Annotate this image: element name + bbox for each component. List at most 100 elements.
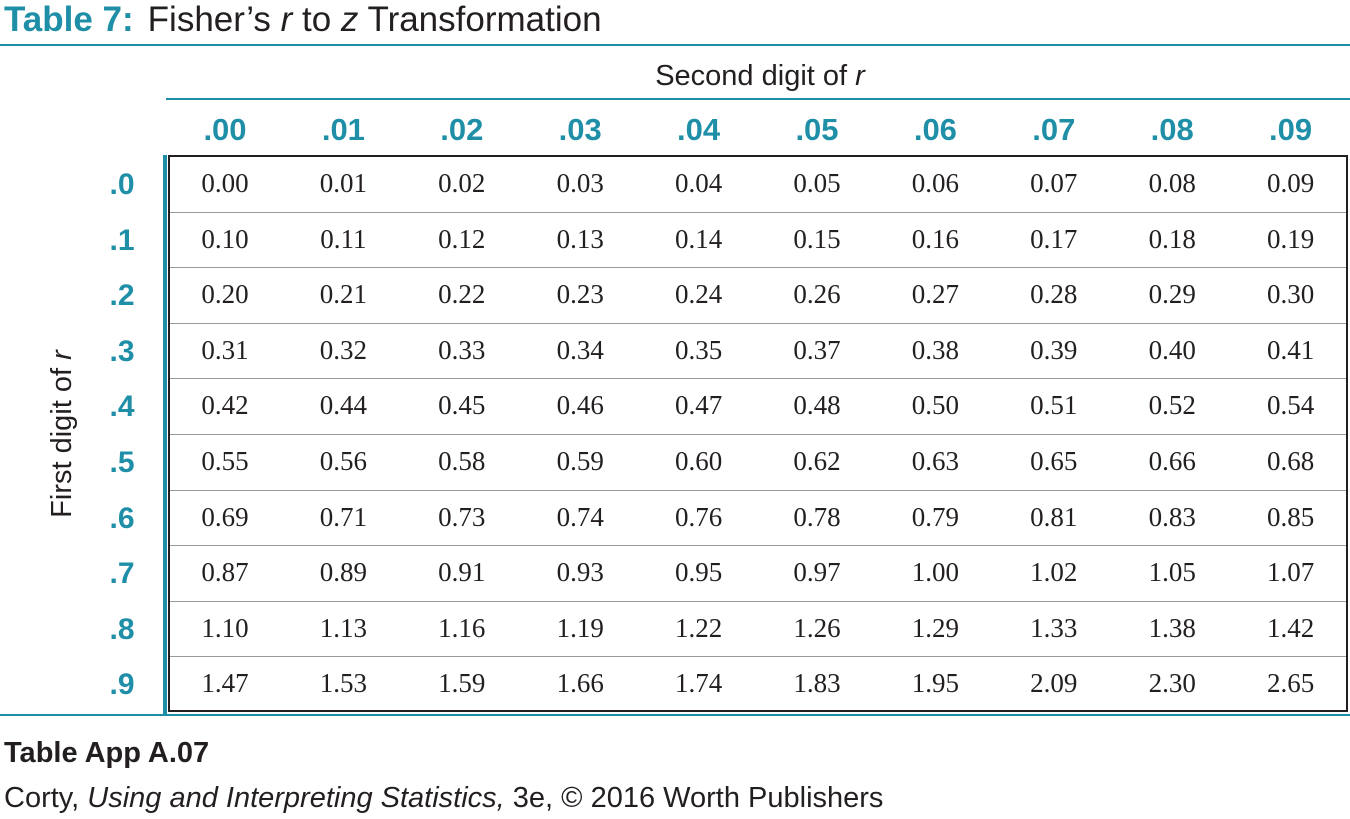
table-cell: 0.51: [1030, 390, 1078, 421]
row-divider: [170, 322, 1346, 324]
row-divider: [170, 378, 1346, 380]
table-cell: 0.58: [438, 446, 486, 476]
table-cell: 1.33: [1030, 612, 1078, 643]
row-divider: [170, 600, 1346, 602]
table-cell: 1.53: [319, 668, 368, 699]
table-title: Table 7: Fisher’s r to z Transformation: [4, 0, 602, 40]
column-header: .07: [1032, 112, 1076, 147]
row-divider: [170, 434, 1346, 435]
table-cell: 0.28: [1030, 279, 1078, 310]
table-cell: 0.29: [1148, 279, 1196, 310]
row-header: .1: [109, 223, 135, 257]
title-var-z: z: [340, 0, 359, 39]
table-cell: 1.74: [674, 668, 723, 699]
table-cell: 0.14: [674, 223, 723, 254]
column-header: .01: [321, 112, 365, 147]
table-cell: 0.71: [319, 501, 368, 532]
table-cell: 1.00: [911, 557, 960, 588]
row-header: .5: [109, 446, 135, 479]
table-cell: 0.04: [674, 168, 723, 198]
table-cell: 1.95: [911, 668, 960, 699]
table-cell: 1.66: [556, 668, 604, 699]
table-number: Table 7:: [4, 0, 134, 39]
table-cell: 0.11: [320, 223, 367, 254]
table-cell: 0.85: [1266, 501, 1315, 532]
table-cell: 0.08: [1148, 168, 1196, 198]
table-cell: 0.50: [911, 390, 960, 421]
table-cell: 0.33: [438, 334, 486, 365]
table-cell: 0.48: [793, 390, 841, 421]
table-cell: 0.97: [793, 557, 841, 588]
table-cell: 0.89: [319, 557, 368, 588]
column-header: .03: [558, 112, 602, 147]
column-group-label: Second digit of r: [655, 60, 865, 92]
table-cell: 1.42: [1266, 612, 1315, 643]
row-group-label: First digit of r: [46, 350, 78, 518]
title-var-r: r: [280, 0, 293, 39]
table-cell: 0.26: [793, 279, 841, 310]
table-cell: 0.22: [438, 279, 486, 310]
table-cell: 1.07: [1266, 557, 1315, 588]
table-cell: 0.74: [556, 501, 604, 532]
table-cell: 0.40: [1148, 334, 1196, 365]
table-cell: 0.63: [911, 446, 960, 476]
table-cell: 0.10: [201, 223, 249, 254]
title-bar: Table 7: Fisher’s r to z Transformation: [0, 0, 1350, 46]
table-cell: 0.44: [319, 390, 368, 421]
table-cell: 0.41: [1266, 334, 1315, 365]
table-cell: 0.35: [674, 334, 723, 365]
row-header: .3: [109, 334, 135, 368]
table-cell: 0.59: [556, 446, 604, 476]
row-header: .7: [109, 557, 135, 591]
table-cell: 0.42: [201, 390, 249, 421]
table-cell: 0.09: [1266, 168, 1315, 198]
table-cell: 0.31: [201, 334, 249, 365]
table-cell: 0.12: [438, 223, 486, 254]
table-cell: 0.20: [201, 279, 249, 310]
table-cell: 0.27: [911, 279, 960, 310]
column-header: .00: [203, 112, 247, 147]
row-divider: [170, 211, 1346, 213]
table-cell: 0.16: [911, 223, 960, 254]
table-cell: 1.59: [438, 668, 486, 699]
table-cell: 0.38: [911, 334, 960, 365]
table-cell: 2.30: [1148, 668, 1196, 699]
table-cell: 0.54: [1266, 390, 1315, 421]
table-cell: 2.09: [1030, 668, 1078, 699]
table-cell: 1.02: [1030, 557, 1078, 588]
table-cell: 0.66: [1148, 446, 1196, 476]
table-cell: 0.79: [911, 501, 960, 532]
table-cell: 0.23: [556, 279, 604, 310]
table-cell: 0.68: [1266, 446, 1315, 476]
table-cell: 0.03: [556, 168, 604, 198]
table-cell: 0.24: [674, 279, 723, 310]
table-cell: 0.32: [319, 334, 368, 365]
table-cell: 1.16: [438, 612, 486, 643]
row-header: .9: [109, 668, 135, 702]
table-cell: 0.34: [556, 334, 604, 365]
title-text-1: Fisher’s: [147, 0, 281, 39]
table-cell: 0.81: [1030, 501, 1078, 532]
table-cell: 0.13: [556, 223, 604, 254]
table-cell: 0.60: [674, 446, 723, 476]
row-header: .6: [109, 501, 135, 535]
table-cell: 0.87: [201, 557, 249, 588]
table-cell: 0.01: [319, 168, 368, 198]
table-cell: 0.47: [674, 390, 723, 421]
table-cell: 0.91: [438, 557, 486, 588]
table-cell: 0.02: [438, 168, 486, 198]
title-text-2: to: [292, 0, 341, 39]
column-header: .08: [1150, 112, 1194, 147]
table-cell: 0.62: [793, 446, 841, 476]
table-cell: 0.46: [556, 390, 604, 421]
table-cell: 0.83: [1148, 501, 1196, 532]
row-header: .8: [109, 612, 135, 646]
table-cell: 0.55: [201, 446, 249, 476]
table-cell: 0.56: [319, 446, 368, 476]
table-cell: 0.65: [1030, 446, 1078, 476]
values-grid: [168, 155, 1348, 712]
column-header: .06: [913, 112, 957, 147]
table-cell: 1.19: [556, 612, 604, 643]
table-cell: 0.21: [319, 279, 368, 310]
table-cell: 1.83: [793, 668, 841, 699]
